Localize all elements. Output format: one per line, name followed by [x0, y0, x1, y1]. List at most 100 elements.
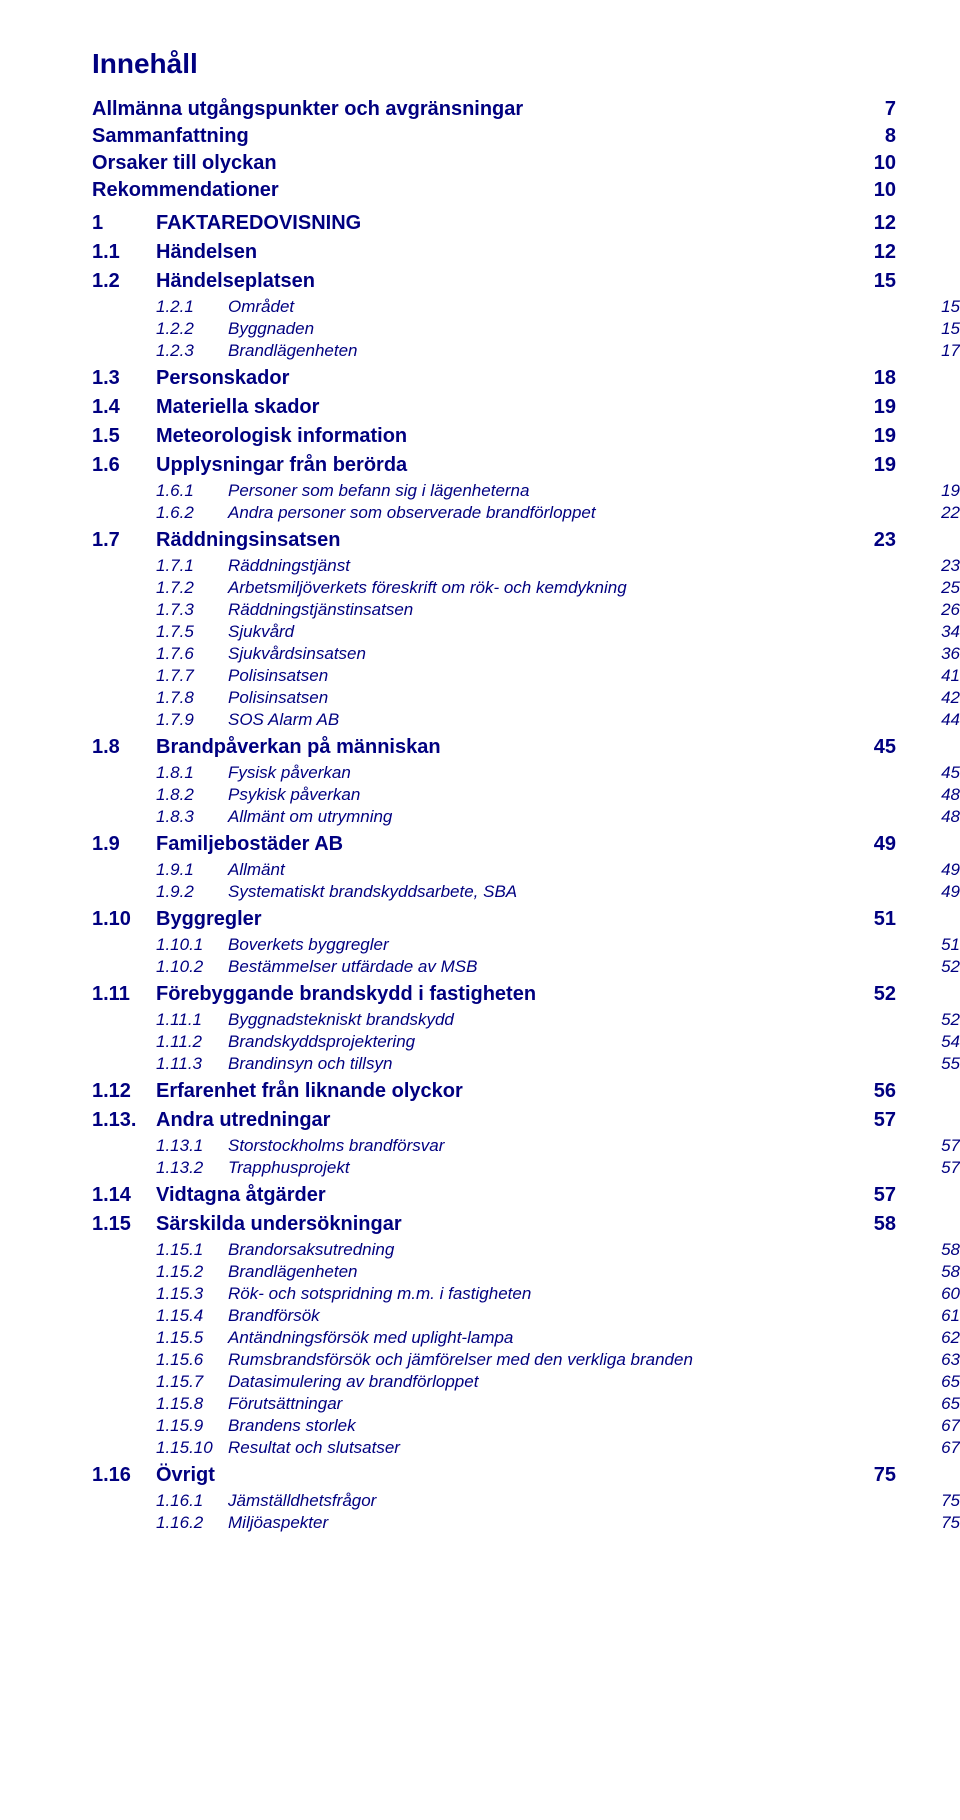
toc-entry[interactable]: 1.16.1Jämställdhetsfrågor75	[92, 1491, 960, 1511]
toc-entry-number: 1.7.5	[156, 622, 228, 642]
toc-entry-label: Brandpåverkan på människan	[156, 736, 866, 759]
toc-entry[interactable]: 1.7.1Räddningstjänst23	[92, 556, 960, 576]
toc-entry[interactable]: 1.13.2Trapphusprojekt57	[92, 1158, 960, 1178]
toc-entry[interactable]: 1.2Händelseplatsen15	[92, 270, 896, 293]
toc-entry-label: Erfarenhet från liknande olyckor	[156, 1080, 866, 1103]
toc-entry-label: Brandlägenheten	[228, 341, 930, 361]
toc-entry-page: 18	[866, 367, 896, 390]
toc-entry[interactable]: 1.7.2Arbetsmiljöverkets föreskrift om rö…	[92, 578, 960, 598]
toc-entry[interactable]: 1.12Erfarenhet från liknande olyckor56	[92, 1080, 896, 1103]
toc-entry-number: 1.2	[92, 270, 156, 293]
toc-entry[interactable]: 1.8.2Psykisk påverkan48	[92, 785, 960, 805]
toc-entry-label: Psykisk påverkan	[228, 785, 930, 805]
toc-entry-page: 7	[866, 98, 896, 121]
toc-entry-label: Räddningstjänst	[228, 556, 930, 576]
toc-entry-number: 1.14	[92, 1184, 156, 1207]
toc-entry[interactable]: Sammanfattning8	[92, 125, 896, 148]
toc-entry[interactable]: 1.8Brandpåverkan på människan45	[92, 736, 896, 759]
toc-entry[interactable]: 1.9Familjebostäder AB49	[92, 833, 896, 856]
toc-entry[interactable]: 1.13.Andra utredningar57	[92, 1109, 896, 1132]
toc-entry[interactable]: 1.15.4Brandförsök61	[92, 1306, 960, 1326]
toc-entry-page: 52	[930, 1010, 960, 1030]
toc-entry-label: Fysisk påverkan	[228, 763, 930, 783]
toc-entry[interactable]: 1.8.1Fysisk påverkan45	[92, 763, 960, 783]
toc-entry[interactable]: 1.5Meteorologisk information19	[92, 425, 896, 448]
toc-entry[interactable]: 1.11Förebyggande brandskydd i fastighete…	[92, 983, 896, 1006]
toc-entry[interactable]: Orsaker till olyckan10	[92, 152, 896, 175]
toc-entry[interactable]: 1.9.2Systematiskt brandskyddsarbete, SBA…	[92, 882, 960, 902]
toc-entry[interactable]: 1.7.9SOS Alarm AB44	[92, 710, 960, 730]
toc-entry[interactable]: 1.9.1Allmänt49	[92, 860, 960, 880]
toc-entry[interactable]: 1.15.8Förutsättningar65	[92, 1394, 960, 1414]
toc-entry[interactable]: 1.10.2Bestämmelser utfärdade av MSB52	[92, 957, 960, 977]
toc-entry[interactable]: 1.15.5Antändningsförsök med uplight-lamp…	[92, 1328, 960, 1348]
toc-entry-label: Vidtagna åtgärder	[156, 1184, 866, 1207]
toc-entry-label: Allmänt	[228, 860, 930, 880]
toc-entry-label: Övrigt	[156, 1464, 866, 1487]
toc-entry-page: 56	[866, 1080, 896, 1103]
toc-entry[interactable]: Allmänna utgångspunkter och avgränsninga…	[92, 98, 896, 121]
toc-entry-page: 41	[930, 666, 960, 686]
toc-entry-page: 19	[866, 454, 896, 477]
toc-entry-label: Rumsbrandsförsök och jämförelser med den…	[228, 1350, 930, 1370]
toc-entry[interactable]: 1.1Händelsen12	[92, 241, 896, 264]
toc-entry[interactable]: 1.6.1Personer som befann sig i lägenhete…	[92, 481, 960, 501]
toc-entry[interactable]: 1.6Upplysningar från berörda19	[92, 454, 896, 477]
toc-entry[interactable]: 1.7Räddningsinsatsen23	[92, 529, 896, 552]
toc-entry-number: 1.15.4	[156, 1306, 228, 1326]
toc-entry[interactable]: 1.15.2Brandlägenheten58	[92, 1262, 960, 1282]
toc-entry-number: 1.7.2	[156, 578, 228, 598]
toc-entry[interactable]: 1.15Särskilda undersökningar58	[92, 1213, 896, 1236]
toc-entry[interactable]: 1.6.2Andra personer som observerade bran…	[92, 503, 960, 523]
toc-entry-label: Rekommendationer	[92, 179, 866, 202]
toc-entry[interactable]: 1.7.6Sjukvårdsinsatsen36	[92, 644, 960, 664]
toc-entry-label: Allmänt om utrymning	[228, 807, 930, 827]
toc-entry-label: Byggnaden	[228, 319, 930, 339]
toc-entry-label: Familjebostäder AB	[156, 833, 866, 856]
toc-entry[interactable]: 1.4Materiella skador19	[92, 396, 896, 419]
toc-entry[interactable]: 1.2.3Brandlägenheten17	[92, 341, 960, 361]
toc-entry[interactable]: 1.7.5Sjukvård34	[92, 622, 960, 642]
toc-entry-page: 65	[930, 1372, 960, 1392]
toc-entry[interactable]: 1.15.7Datasimulering av brandförloppet65	[92, 1372, 960, 1392]
toc-entry[interactable]: 1.16Övrigt75	[92, 1464, 896, 1487]
toc-entry[interactable]: 1.11.1Byggnadstekniskt brandskydd52	[92, 1010, 960, 1030]
toc-entry[interactable]: 1.2.1Området15	[92, 297, 960, 317]
toc-entry[interactable]: 1.15.9Brandens storlek67	[92, 1416, 960, 1436]
toc-entry[interactable]: 1.13.1Storstockholms brandförsvar57	[92, 1136, 960, 1156]
toc-entry[interactable]: 1FAKTAREDOVISNING12	[92, 212, 896, 235]
toc-entry-label: Orsaker till olyckan	[92, 152, 866, 175]
toc-entry-page: 61	[930, 1306, 960, 1326]
toc-entry[interactable]: 1.7.7Polisinsatsen41	[92, 666, 960, 686]
toc-title: Innehåll	[92, 48, 896, 80]
toc-entry-number: 1.10.2	[156, 957, 228, 977]
toc-entry-page: 48	[930, 785, 960, 805]
toc-entry[interactable]: 1.15.1Brandorsaksutredning58	[92, 1240, 960, 1260]
toc-entry[interactable]: 1.16.2Miljöaspekter75	[92, 1513, 960, 1533]
toc-entry[interactable]: Rekommendationer10	[92, 179, 896, 202]
toc-entry[interactable]: 1.11.2Brandskyddsprojektering54	[92, 1032, 960, 1052]
toc-entry[interactable]: 1.15.6Rumsbrandsförsök och jämförelser m…	[92, 1350, 960, 1370]
toc-entry-page: 55	[930, 1054, 960, 1074]
toc-entry-label: Upplysningar från berörda	[156, 454, 866, 477]
toc-entry-number: 1.11.3	[156, 1054, 228, 1074]
toc-entry[interactable]: 1.3Personskador18	[92, 367, 896, 390]
toc-entry-number: 1.7.1	[156, 556, 228, 576]
toc-entry[interactable]: 1.10.1Boverkets byggregler51	[92, 935, 960, 955]
toc-entry[interactable]: 1.7.8Polisinsatsen42	[92, 688, 960, 708]
toc-entry[interactable]: 1.11.3Brandinsyn och tillsyn55	[92, 1054, 960, 1074]
toc-entry[interactable]: 1.2.2Byggnaden15	[92, 319, 960, 339]
toc-entry-page: 49	[930, 860, 960, 880]
toc-entry[interactable]: 1.15.3Rök- och sotspridning m.m. i fasti…	[92, 1284, 960, 1304]
toc-entry-page: 58	[930, 1240, 960, 1260]
toc-entry[interactable]: 1.7.3Räddningstjänstinsatsen26	[92, 600, 960, 620]
toc-entry-label: Materiella skador	[156, 396, 866, 419]
toc-entry-label: Andra personer som observerade brandförl…	[228, 503, 930, 523]
toc-entry-page: 26	[930, 600, 960, 620]
toc-entry[interactable]: 1.14Vidtagna åtgärder57	[92, 1184, 896, 1207]
toc-entry-page: 51	[866, 908, 896, 931]
toc-entry-page: 8	[866, 125, 896, 148]
toc-entry[interactable]: 1.10Byggregler51	[92, 908, 896, 931]
toc-entry[interactable]: 1.15.10Resultat och slutsatser67	[92, 1438, 960, 1458]
toc-entry[interactable]: 1.8.3Allmänt om utrymning48	[92, 807, 960, 827]
